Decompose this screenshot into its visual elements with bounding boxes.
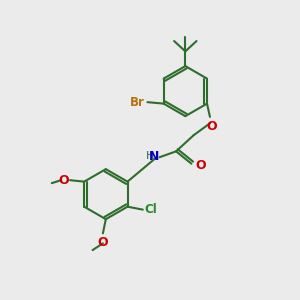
Text: O: O xyxy=(196,159,206,172)
Text: O: O xyxy=(98,236,108,249)
Text: Cl: Cl xyxy=(145,203,157,216)
Text: N: N xyxy=(148,149,159,163)
Text: O: O xyxy=(206,120,217,134)
Text: H: H xyxy=(146,151,154,161)
Text: Br: Br xyxy=(130,96,145,109)
Text: O: O xyxy=(58,174,69,187)
